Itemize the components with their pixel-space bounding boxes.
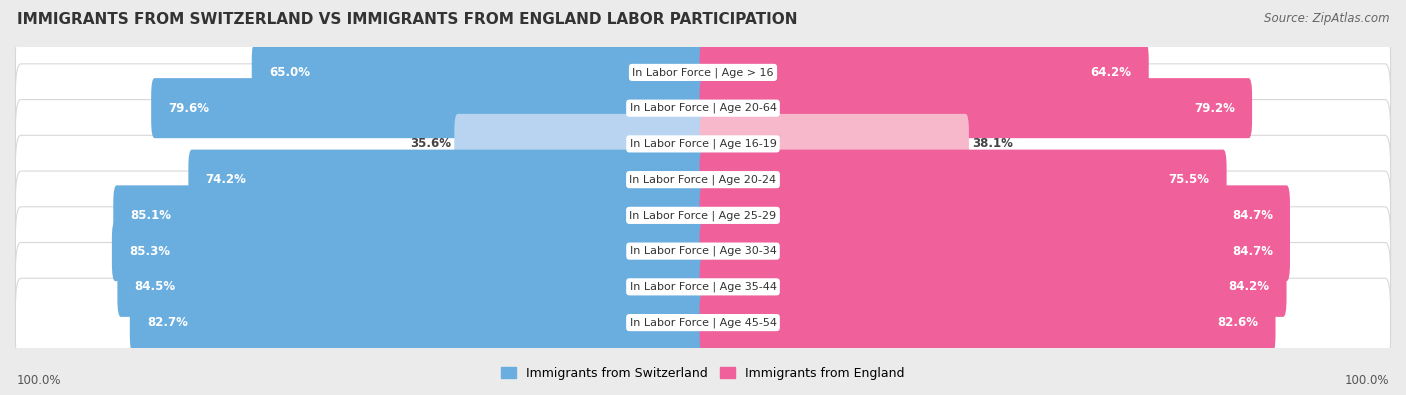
Text: 79.2%: 79.2% bbox=[1194, 102, 1234, 115]
FancyBboxPatch shape bbox=[700, 185, 1289, 245]
Text: 38.1%: 38.1% bbox=[973, 137, 1014, 150]
FancyBboxPatch shape bbox=[129, 293, 706, 353]
FancyBboxPatch shape bbox=[15, 171, 1391, 260]
Text: In Labor Force | Age 45-54: In Labor Force | Age 45-54 bbox=[630, 317, 776, 328]
Text: 82.6%: 82.6% bbox=[1218, 316, 1258, 329]
FancyBboxPatch shape bbox=[700, 221, 1289, 281]
Text: 100.0%: 100.0% bbox=[1344, 374, 1389, 387]
FancyBboxPatch shape bbox=[188, 150, 706, 210]
Text: 64.2%: 64.2% bbox=[1091, 66, 1132, 79]
Text: In Labor Force | Age > 16: In Labor Force | Age > 16 bbox=[633, 67, 773, 78]
Text: 74.2%: 74.2% bbox=[205, 173, 246, 186]
FancyBboxPatch shape bbox=[152, 78, 706, 138]
Text: 84.7%: 84.7% bbox=[1232, 245, 1272, 258]
FancyBboxPatch shape bbox=[15, 64, 1391, 152]
Text: 84.5%: 84.5% bbox=[135, 280, 176, 293]
Text: 65.0%: 65.0% bbox=[269, 66, 309, 79]
Text: 84.7%: 84.7% bbox=[1232, 209, 1272, 222]
FancyBboxPatch shape bbox=[15, 207, 1391, 295]
Text: 79.6%: 79.6% bbox=[169, 102, 209, 115]
FancyBboxPatch shape bbox=[15, 278, 1391, 367]
Text: Source: ZipAtlas.com: Source: ZipAtlas.com bbox=[1264, 12, 1389, 25]
Text: In Labor Force | Age 35-44: In Labor Force | Age 35-44 bbox=[630, 282, 776, 292]
Text: In Labor Force | Age 16-19: In Labor Force | Age 16-19 bbox=[630, 139, 776, 149]
Text: 35.6%: 35.6% bbox=[409, 137, 451, 150]
Text: In Labor Force | Age 20-24: In Labor Force | Age 20-24 bbox=[630, 174, 776, 185]
Text: 75.5%: 75.5% bbox=[1168, 173, 1209, 186]
Text: IMMIGRANTS FROM SWITZERLAND VS IMMIGRANTS FROM ENGLAND LABOR PARTICIPATION: IMMIGRANTS FROM SWITZERLAND VS IMMIGRANT… bbox=[17, 12, 797, 27]
FancyBboxPatch shape bbox=[700, 150, 1226, 210]
FancyBboxPatch shape bbox=[700, 257, 1286, 317]
Text: 82.7%: 82.7% bbox=[148, 316, 188, 329]
FancyBboxPatch shape bbox=[700, 78, 1253, 138]
Legend: Immigrants from Switzerland, Immigrants from England: Immigrants from Switzerland, Immigrants … bbox=[496, 362, 910, 385]
FancyBboxPatch shape bbox=[454, 114, 706, 174]
FancyBboxPatch shape bbox=[112, 221, 706, 281]
Text: In Labor Force | Age 25-29: In Labor Force | Age 25-29 bbox=[630, 210, 776, 221]
FancyBboxPatch shape bbox=[15, 28, 1391, 117]
Text: 85.3%: 85.3% bbox=[129, 245, 170, 258]
FancyBboxPatch shape bbox=[700, 42, 1149, 102]
Text: 84.2%: 84.2% bbox=[1229, 280, 1270, 293]
FancyBboxPatch shape bbox=[15, 100, 1391, 188]
FancyBboxPatch shape bbox=[15, 135, 1391, 224]
FancyBboxPatch shape bbox=[700, 293, 1275, 353]
FancyBboxPatch shape bbox=[700, 114, 969, 174]
FancyBboxPatch shape bbox=[117, 257, 706, 317]
FancyBboxPatch shape bbox=[15, 243, 1391, 331]
Text: In Labor Force | Age 20-64: In Labor Force | Age 20-64 bbox=[630, 103, 776, 113]
Text: 100.0%: 100.0% bbox=[17, 374, 62, 387]
Text: In Labor Force | Age 30-34: In Labor Force | Age 30-34 bbox=[630, 246, 776, 256]
FancyBboxPatch shape bbox=[252, 42, 706, 102]
Text: 85.1%: 85.1% bbox=[131, 209, 172, 222]
FancyBboxPatch shape bbox=[114, 185, 706, 245]
